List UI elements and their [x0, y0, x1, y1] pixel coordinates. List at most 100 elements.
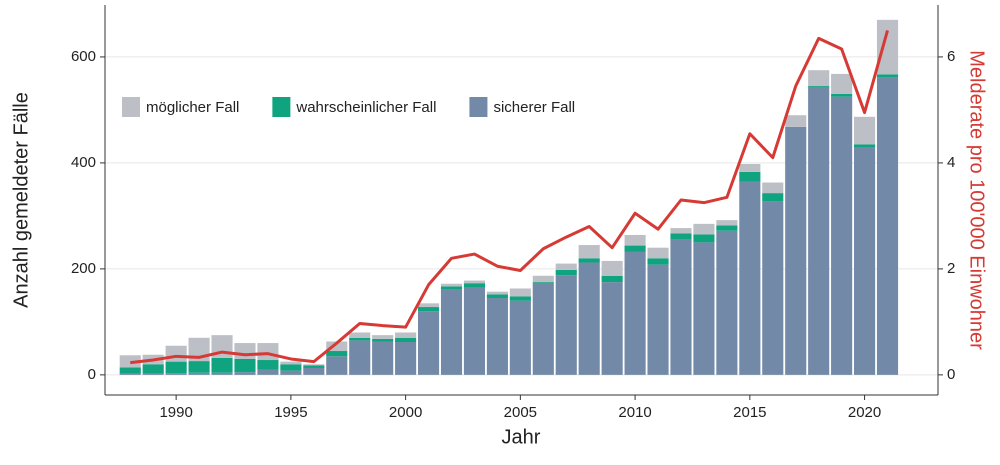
bar — [119, 367, 141, 374]
bar — [418, 311, 440, 375]
bar — [349, 332, 371, 338]
bar — [211, 357, 233, 373]
bar — [831, 96, 853, 375]
bar — [601, 260, 623, 276]
bar — [349, 337, 371, 341]
bar — [234, 372, 256, 375]
bar — [601, 282, 623, 375]
bar — [142, 364, 164, 374]
bar — [624, 245, 646, 252]
bar — [119, 373, 141, 375]
bar — [418, 307, 440, 312]
bar — [716, 225, 738, 231]
bar — [418, 303, 440, 308]
bar — [854, 147, 876, 375]
bar — [601, 275, 623, 283]
bar — [739, 171, 761, 182]
bar — [486, 298, 508, 375]
bar — [876, 74, 899, 78]
bar — [188, 372, 210, 375]
bar — [486, 291, 508, 295]
bar — [211, 372, 233, 375]
bar — [372, 335, 394, 339]
bar — [854, 116, 876, 145]
bar — [670, 233, 692, 240]
legend-label: möglicher Fall — [146, 99, 239, 116]
y2-tick-label: 4 — [947, 154, 955, 171]
bar — [831, 73, 853, 95]
bar — [532, 283, 554, 375]
bar — [716, 230, 738, 375]
bar — [762, 182, 784, 194]
bar — [716, 220, 738, 226]
y2-axis-label: Melderate pro 100'000 Einwohner — [966, 50, 988, 350]
bar — [280, 361, 302, 365]
bar — [739, 181, 761, 375]
y-tick-label: 600 — [71, 48, 96, 65]
y-axis-label: Anzahl gemeldeter Fälle — [10, 92, 32, 308]
bar — [395, 342, 417, 375]
legend-swatch — [122, 97, 140, 117]
bar — [785, 115, 807, 127]
bar — [257, 343, 279, 361]
bar — [808, 70, 830, 87]
bar — [647, 247, 669, 259]
x-tick-label: 2005 — [504, 404, 537, 421]
bar — [280, 364, 302, 371]
bar — [509, 296, 531, 301]
bar — [440, 283, 463, 287]
bar — [785, 126, 807, 375]
bar — [372, 341, 394, 375]
y-tick-label: 200 — [71, 260, 96, 277]
bar — [555, 275, 577, 375]
y2-tick-label: 0 — [947, 366, 955, 383]
bar — [440, 289, 463, 375]
bar — [463, 283, 486, 288]
bar — [555, 269, 577, 276]
bar — [808, 86, 830, 88]
bar — [876, 19, 899, 75]
bar — [831, 94, 853, 97]
bar — [303, 365, 325, 368]
bar — [257, 369, 279, 375]
y-tick-label: 0 — [88, 366, 96, 383]
bar — [532, 275, 554, 283]
x-tick-label: 2010 — [618, 404, 651, 421]
bar — [463, 287, 486, 375]
bar — [326, 351, 348, 357]
bar — [303, 364, 325, 366]
y2-tick-label: 6 — [947, 48, 955, 65]
bar — [372, 338, 394, 342]
legend-label: wahrscheinlicher Fall — [295, 99, 436, 116]
bar — [463, 280, 486, 284]
bar — [670, 228, 692, 234]
legend-swatch — [469, 97, 488, 117]
bar — [257, 360, 279, 370]
bar — [326, 341, 348, 352]
y-tick-label: 400 — [71, 154, 96, 171]
bar — [693, 234, 715, 243]
bar — [509, 300, 531, 375]
bar — [395, 337, 417, 343]
bar — [647, 258, 669, 265]
bar — [624, 234, 646, 246]
bar — [165, 345, 187, 362]
bar — [854, 144, 876, 148]
x-tick-label: 2020 — [848, 404, 881, 421]
legend-swatch — [272, 97, 291, 117]
bar — [670, 239, 692, 375]
bar — [234, 343, 256, 359]
x-tick-label: 2000 — [389, 404, 422, 421]
bar — [532, 282, 554, 284]
bar — [165, 373, 187, 375]
bar — [876, 77, 899, 375]
bar — [188, 361, 210, 373]
bar — [739, 163, 761, 172]
bar — [395, 332, 417, 338]
y2-tick-label: 2 — [947, 260, 955, 277]
bar — [486, 294, 508, 299]
bar — [578, 258, 600, 263]
bar — [303, 367, 325, 375]
bar — [234, 358, 256, 373]
